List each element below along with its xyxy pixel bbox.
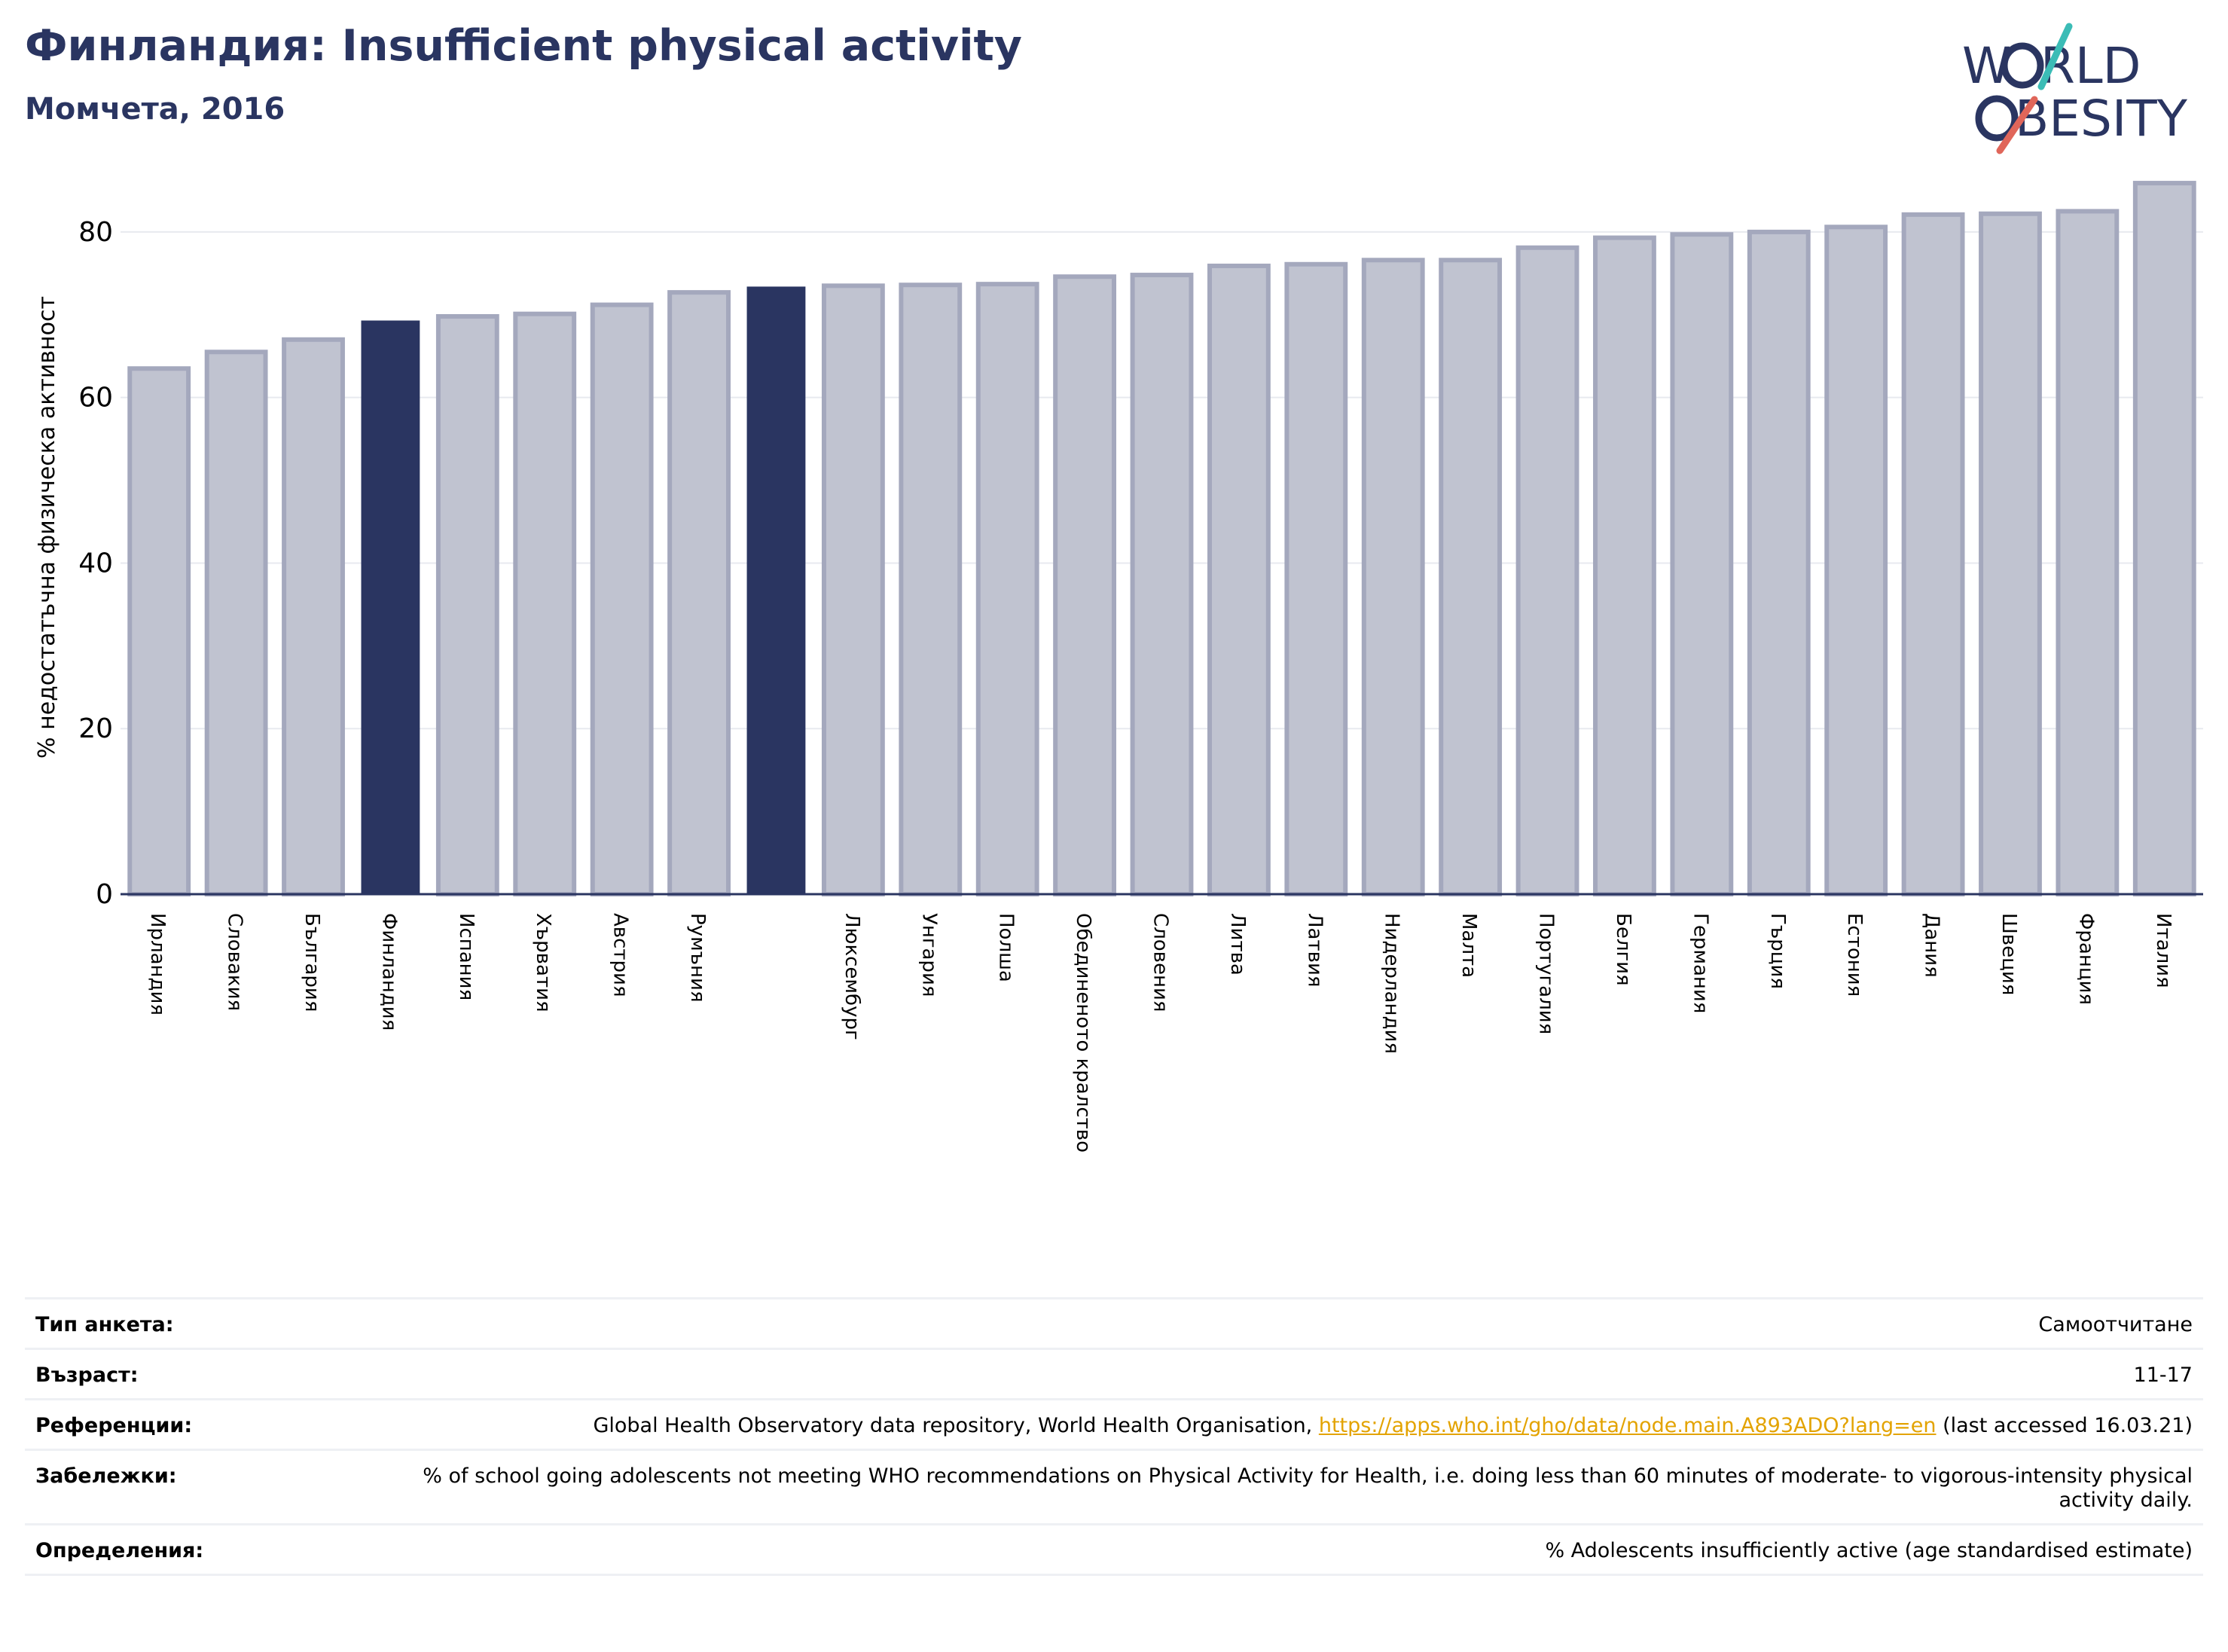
bar — [667, 290, 731, 896]
x-tick-label: Малта — [1457, 913, 1480, 978]
info-row-notes: Забележки: % of school going adolescents… — [25, 1449, 2203, 1525]
info-value: 11-17 — [362, 1348, 2203, 1400]
x-tick-label: Франция — [2074, 913, 2097, 1005]
bar — [1670, 232, 1734, 896]
x-tick-label: Швеция — [1998, 913, 2020, 995]
bar — [975, 282, 1039, 896]
y-tick-label: 60 — [78, 383, 113, 414]
x-tick-label: България — [301, 913, 323, 1012]
bar — [1593, 235, 1656, 896]
chart-subtitle: Момчета, 2016 — [25, 92, 285, 127]
info-label: Референции: — [25, 1398, 362, 1451]
logo-line2: BESITY — [2015, 90, 2188, 148]
logo-slash-bottom — [1996, 96, 2038, 154]
x-tick-label: Австрия — [609, 913, 632, 997]
logo-o-top — [2001, 42, 2044, 89]
info-row-definitions: Определения: % Adolescents insufficientl… — [25, 1523, 2203, 1576]
x-tick-label: Естония — [1843, 913, 1866, 997]
x-tick-label: Словакия — [224, 913, 246, 1011]
x-tick-label: Латвия — [1303, 913, 1326, 988]
bar — [746, 286, 806, 894]
y-tick-label: 80 — [78, 217, 113, 248]
info-value: % Adolescents insufficiently active (age… — [362, 1523, 2203, 1576]
bar — [899, 282, 963, 896]
bar — [821, 283, 885, 897]
x-tick-label: Словения — [1149, 913, 1172, 1012]
bar — [2056, 209, 2120, 896]
x-tick-label: Белгия — [1612, 913, 1634, 986]
y-tick-label: 0 — [96, 879, 113, 910]
bar — [1901, 212, 1965, 896]
x-tick-label: Хърватия — [532, 913, 554, 1012]
bars — [127, 181, 2196, 897]
bar — [1361, 258, 1425, 896]
bar — [204, 350, 268, 896]
x-tick-label: Дания — [1921, 913, 1943, 978]
logo-o-bottom — [1975, 95, 2019, 142]
bar — [1824, 224, 1888, 896]
bar — [282, 337, 345, 896]
x-axis: Ирландия Словакия България Финландия Испания… — [121, 893, 2203, 1153]
logo-slash-top — [2037, 23, 2073, 90]
bar — [1747, 229, 1811, 896]
info-value: Самоотчитане — [362, 1297, 2203, 1350]
x-tick-label: Испания — [455, 913, 478, 1000]
x-tick-label: Гърция — [1766, 913, 1789, 989]
y-tick-label: 40 — [78, 548, 113, 579]
info-row-age: Възраст: 11-17 — [25, 1348, 2203, 1400]
x-tick-label: Унгария — [917, 913, 940, 997]
info-label: Тип анкета: — [25, 1297, 362, 1350]
x-tick-label: Германия — [1689, 913, 1711, 1013]
bar — [361, 320, 420, 894]
x-tick-label: Литва — [1226, 913, 1249, 976]
y-tick-label: 20 — [78, 713, 113, 744]
bar — [590, 302, 654, 897]
y-axis-label: % недостатъчна физическа активност — [34, 296, 60, 759]
info-value: % of school going adolescents not meetin… — [362, 1449, 2203, 1525]
x-tick-label: Италия — [2152, 913, 2175, 988]
x-tick-label: Финландия — [377, 913, 400, 1031]
info-label: Определения: — [25, 1523, 362, 1576]
info-row-survey-type: Тип анкета: Самоотчитане — [25, 1297, 2203, 1350]
x-tick-label: Обединеното кралство — [1072, 913, 1094, 1153]
info-row-references: Референции: Global Health Observatory da… — [25, 1398, 2203, 1451]
bar — [435, 313, 499, 897]
bar-chart: 0 20 40 60 80 Ирландия Словакия България Финлан… — [34, 181, 2203, 1153]
info-label: Възраст: — [25, 1348, 362, 1400]
reference-text: Global Health Observatory data repositor… — [593, 1414, 1319, 1437]
x-tick-label: Люксембург — [841, 913, 863, 1040]
world-obesity-logo: W RLD BESITY — [1962, 23, 2188, 154]
bar — [1515, 245, 1579, 897]
chart-title: Финландия: Insufficient physical activit… — [25, 21, 1022, 71]
info-value: Global Health Observatory data repositor… — [362, 1398, 2203, 1451]
bar — [1207, 263, 1271, 896]
bar — [1284, 261, 1348, 896]
x-tick-label: Румъния — [686, 913, 709, 1003]
y-axis: 0 20 40 60 80 — [78, 217, 113, 910]
bar — [513, 311, 577, 896]
info-table: Тип анкета: Самоотчитане Възраст: 11-17 … — [25, 1297, 2203, 1576]
x-tick-label: Ирландия — [146, 913, 169, 1015]
reference-note: (last accessed 16.03.21) — [1936, 1414, 2193, 1437]
bar — [127, 366, 191, 896]
x-tick-label: Нидерландия — [1381, 913, 1403, 1054]
x-tick-label: Португалия — [1535, 913, 1558, 1034]
bar — [2132, 181, 2196, 897]
bar — [1053, 274, 1117, 896]
bar — [1979, 211, 2042, 897]
info-label: Забележки: — [25, 1449, 362, 1525]
bar — [1130, 273, 1194, 896]
bar — [1439, 258, 1503, 896]
x-tick-label: Полша — [995, 913, 1018, 982]
reference-link[interactable]: https://apps.who.int/gho/data/node.main.… — [1318, 1414, 1937, 1437]
